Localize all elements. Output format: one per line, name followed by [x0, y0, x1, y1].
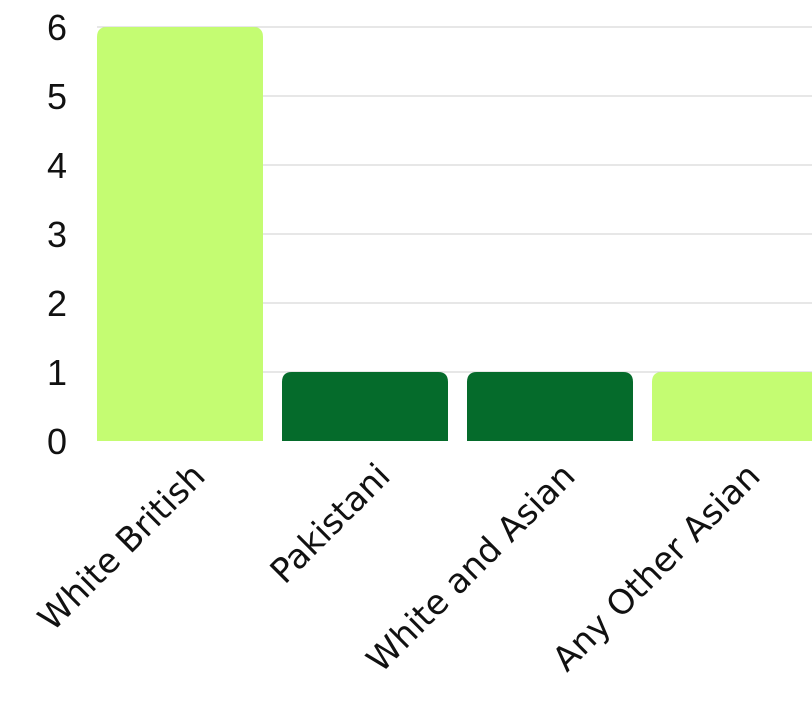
y-axis-ticks: 0 1 2 3 4 5 6 — [47, 7, 67, 462]
bar — [282, 372, 448, 441]
y-tick-label: 1 — [47, 352, 67, 393]
bar — [652, 372, 812, 441]
y-tick-label: 5 — [47, 76, 67, 117]
bar — [97, 27, 263, 441]
bars — [97, 27, 812, 441]
y-tick-label: 6 — [47, 7, 67, 48]
y-tick-label: 4 — [47, 145, 67, 186]
y-tick-label: 2 — [47, 283, 67, 324]
y-tick-label: 0 — [47, 421, 67, 462]
y-tick-label: 3 — [47, 214, 67, 255]
x-tick-label: White British — [31, 456, 214, 639]
bar — [467, 372, 633, 441]
x-tick-label: Pakistani — [263, 456, 399, 592]
x-tick-label: Any Other Asian — [545, 456, 768, 679]
